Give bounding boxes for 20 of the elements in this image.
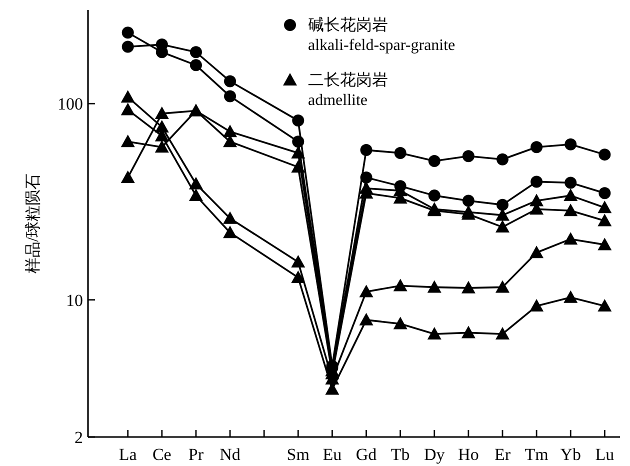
x-tick-label: Tm: [524, 445, 548, 464]
x-tick-label: La: [118, 445, 138, 464]
x-tick-label: Er: [494, 445, 511, 464]
x-tick-label: Eu: [322, 445, 342, 464]
x-tick-label: Gd: [356, 445, 378, 464]
legend-label: 二长花岗岩 admellite: [308, 71, 388, 109]
y-tick-label: 100: [58, 94, 83, 114]
y-tick-label: 10: [66, 290, 83, 310]
legend-label: 碱长花岗岩 alkali-feld-spar-granite: [308, 16, 456, 54]
x-tick-label: Ho: [458, 445, 479, 464]
x-tick-label: Dy: [424, 445, 446, 464]
x-tick-label: Ce: [152, 445, 172, 464]
x-tick-label: Tb: [390, 445, 410, 464]
y-tick-label: 2: [74, 428, 83, 447]
x-tick-label: Yb: [560, 445, 582, 464]
x-tick-label: Pr: [188, 445, 204, 464]
y-axis-title: 样品/球粒陨石: [24, 173, 42, 274]
x-tick-label: Lu: [595, 445, 615, 464]
x-tick-label: Nd: [220, 445, 241, 464]
x-tick-label: Sm: [286, 445, 310, 464]
